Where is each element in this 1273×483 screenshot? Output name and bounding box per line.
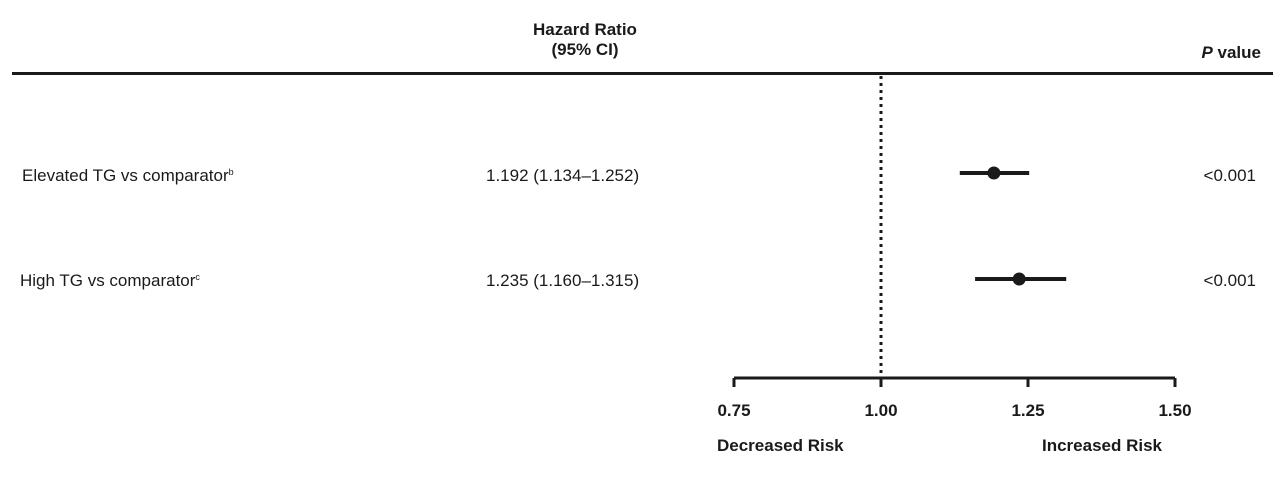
row-label-high-tg: High TG vs comparatorc bbox=[20, 271, 200, 291]
ci-subtitle: (95% CI) bbox=[551, 40, 619, 59]
hr-value-high-tg: 1.235 (1.160–1.315) bbox=[486, 271, 640, 290]
footnote-marker: c bbox=[195, 272, 200, 282]
p-italic: P bbox=[1201, 43, 1213, 62]
hazard-ratio-title: Hazard Ratio bbox=[533, 20, 637, 39]
row-label-elevated-tg: Elevated TG vs comparatorb bbox=[22, 166, 234, 186]
footnote-marker: b bbox=[228, 167, 234, 177]
p-value-header: P value bbox=[1201, 43, 1261, 63]
row-label-text: Elevated TG vs comparator bbox=[22, 166, 229, 185]
p-value-elevated-tg: <0.001 bbox=[1203, 166, 1256, 185]
header-rule bbox=[12, 72, 1273, 75]
decreased-risk-label: Decreased Risk bbox=[717, 436, 844, 455]
point-estimate bbox=[1012, 272, 1026, 286]
p-value-word: value bbox=[1212, 43, 1261, 62]
increased-risk-label: Increased Risk bbox=[1042, 436, 1163, 455]
x-tick-label: 1.50 bbox=[1158, 401, 1191, 420]
hazard-ratio-header: Hazard Ratio (95% CI) bbox=[525, 20, 645, 60]
x-tick-label: 0.75 bbox=[717, 401, 750, 420]
point-estimate bbox=[987, 166, 1001, 180]
p-value-high-tg: <0.001 bbox=[1203, 271, 1256, 290]
row-label-text: High TG vs comparator bbox=[20, 271, 196, 290]
x-tick-label: 1.00 bbox=[864, 401, 897, 420]
x-tick-label: 1.25 bbox=[1011, 401, 1044, 420]
hr-value-elevated-tg: 1.192 (1.134–1.252) bbox=[486, 166, 640, 185]
